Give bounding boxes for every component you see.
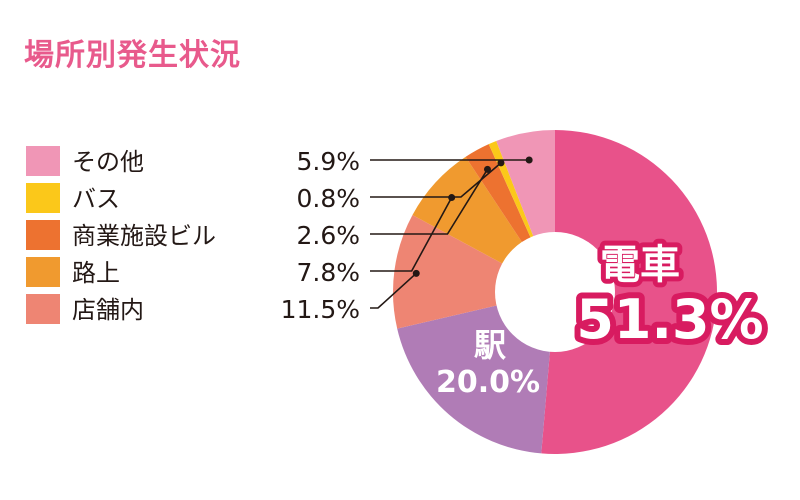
leader-line-4 bbox=[370, 197, 453, 272]
leader-dot-1 bbox=[525, 156, 533, 164]
legend-label-3: 商業施設ビル bbox=[72, 222, 216, 250]
legend-label-1: その他 bbox=[72, 148, 144, 176]
label-train-value: 51.3% bbox=[576, 288, 763, 351]
donut-slice-1 bbox=[541, 130, 718, 454]
legend-value-2: 0.8% bbox=[296, 184, 360, 213]
legend-swatch-2 bbox=[26, 183, 60, 213]
legend-value-3: 2.6% bbox=[296, 221, 360, 250]
label-station-value: 20.0% bbox=[436, 365, 540, 400]
legend-swatch-5 bbox=[26, 294, 60, 324]
leader-dot-2 bbox=[497, 159, 505, 167]
label-train-name: 電車 bbox=[600, 242, 680, 288]
legend: その他 5.9% バス 0.8% 商業施設ビル 2.6% 路上 7.8% 店舗内 11.5% bbox=[26, 146, 360, 324]
legend-value-5: 11.5% bbox=[281, 295, 360, 324]
label-station: 駅20.0% bbox=[436, 326, 540, 400]
legend-swatch-3 bbox=[26, 220, 60, 250]
leader-dot-5 bbox=[412, 269, 420, 277]
legend-swatch-1 bbox=[26, 146, 60, 176]
legend-swatch-4 bbox=[26, 257, 60, 287]
legend-label-5: 店舗内 bbox=[72, 296, 144, 324]
chart-title: 場所別発生状況 bbox=[24, 38, 241, 73]
label-station-name: 駅 bbox=[474, 326, 506, 364]
legend-label-2: バス bbox=[72, 185, 120, 213]
leader-line-2 bbox=[370, 162, 502, 198]
donut-hole bbox=[495, 232, 615, 352]
leader-line-3 bbox=[370, 168, 489, 235]
legend-label-4: 路上 bbox=[72, 259, 120, 287]
legend-value-4: 7.8% bbox=[296, 258, 360, 287]
leader-lines bbox=[370, 156, 533, 309]
legend-value-1: 5.9% bbox=[296, 147, 360, 176]
leader-line-5 bbox=[370, 272, 417, 309]
leader-dot-3 bbox=[483, 165, 491, 173]
leader-dot-4 bbox=[448, 194, 456, 202]
